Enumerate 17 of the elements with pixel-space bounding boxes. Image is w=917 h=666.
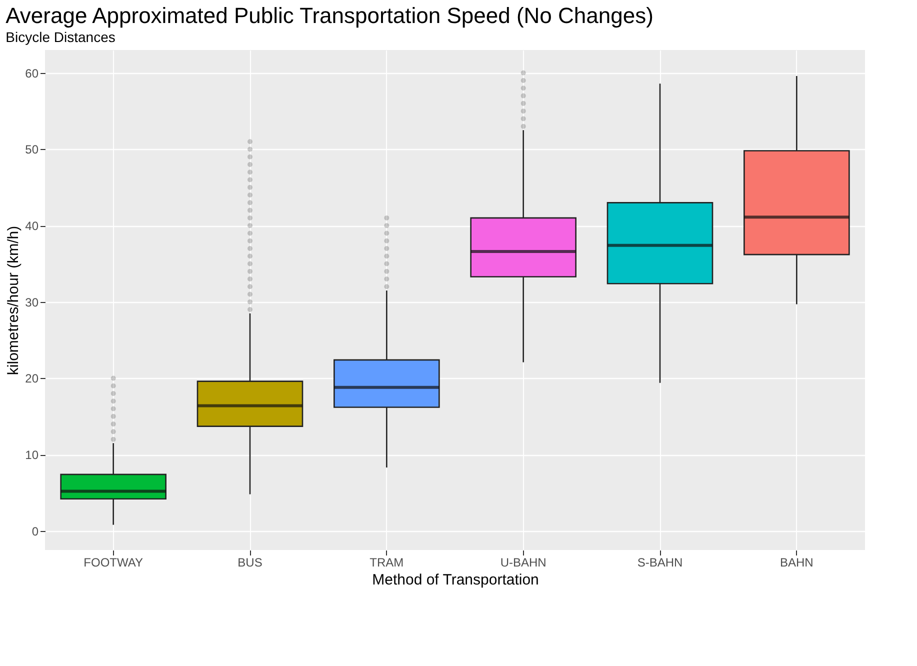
x-tick-label: BUS <box>238 556 262 570</box>
y-tick-label: 10 <box>25 448 39 462</box>
y-tick-label: 20 <box>25 372 39 386</box>
y-tick-label: 0 <box>32 524 39 538</box>
y-tick-label: 60 <box>25 66 39 80</box>
x-axis-title: Method of Transportation <box>372 572 539 588</box>
chart-title: Average Approximated Public Transportation Speed (No Changes) <box>6 3 654 28</box>
x-tick-label: TRAM <box>370 556 404 570</box>
x-tick-label: U-BAHN <box>500 556 546 570</box>
chart-subtitle: Bicycle Distances <box>6 29 116 45</box>
x-tick-label: S-BAHN <box>637 556 683 570</box>
y-axis-title: kilometres/hour (km/h) <box>5 226 22 376</box>
y-tick-label: 50 <box>25 142 39 157</box>
y-tick-label: 30 <box>25 295 39 310</box>
y-tick-label: 40 <box>25 219 39 234</box>
x-tick-label: FOOTWAY <box>84 556 143 570</box>
x-tick-label: BAHN <box>780 556 814 570</box>
